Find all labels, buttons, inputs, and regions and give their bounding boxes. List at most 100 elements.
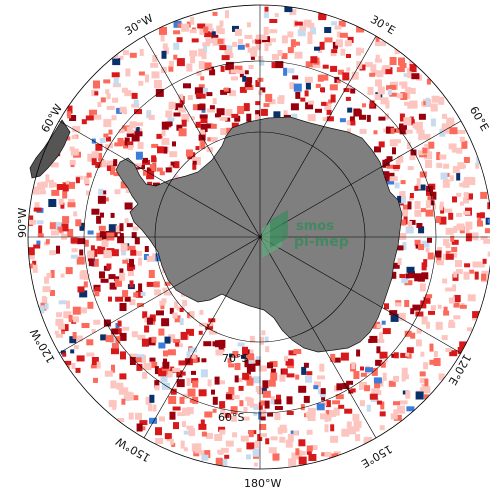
anomaly-cell bbox=[290, 39, 296, 48]
anomaly-cell bbox=[260, 87, 266, 93]
anomaly-cell bbox=[345, 96, 351, 101]
anomaly-cell bbox=[211, 137, 216, 142]
anomaly-cell bbox=[373, 130, 378, 135]
anomaly-cell bbox=[156, 310, 164, 316]
anomaly-cell bbox=[250, 48, 258, 57]
anomaly-cell bbox=[86, 339, 94, 346]
anomaly-cell bbox=[396, 405, 405, 414]
anomaly-cell bbox=[167, 371, 173, 378]
anomaly-cell bbox=[401, 277, 409, 284]
anomaly-cell bbox=[29, 215, 34, 221]
anomaly-cell bbox=[200, 369, 208, 378]
anomaly-cell bbox=[255, 38, 262, 44]
anomaly-cell bbox=[412, 123, 418, 129]
anomaly-cell bbox=[162, 43, 168, 50]
anomaly-cell bbox=[119, 233, 124, 238]
anomaly-cell bbox=[419, 377, 428, 383]
anomaly-cell bbox=[404, 280, 413, 286]
anomaly-cell bbox=[65, 180, 70, 187]
anomaly-cell bbox=[340, 352, 349, 361]
anomaly-cell bbox=[455, 260, 462, 267]
anomaly-cell bbox=[192, 160, 197, 165]
anomaly-cell bbox=[422, 386, 431, 394]
anomaly-cell bbox=[414, 239, 421, 246]
anomaly-cell bbox=[390, 127, 395, 134]
anomaly-cell bbox=[459, 304, 467, 309]
anomaly-cell bbox=[452, 284, 457, 292]
anomaly-cell bbox=[375, 79, 382, 87]
anomaly-cell bbox=[162, 361, 170, 369]
anomaly-cell bbox=[94, 289, 100, 297]
anomaly-cell bbox=[77, 238, 86, 245]
anomaly-cell bbox=[103, 250, 112, 259]
anomaly-cell bbox=[145, 74, 149, 83]
anomaly-cell bbox=[198, 423, 207, 430]
anomaly-cell bbox=[87, 250, 95, 259]
anomaly-cell bbox=[457, 162, 465, 170]
anomaly-cell bbox=[256, 356, 262, 363]
anomaly-cell bbox=[54, 330, 59, 335]
anomaly-cell bbox=[137, 142, 144, 150]
anomaly-cell bbox=[442, 278, 448, 284]
anomaly-cell bbox=[242, 346, 248, 355]
anomaly-cell bbox=[205, 323, 214, 330]
anomaly-cell bbox=[176, 343, 184, 348]
anomaly-cell bbox=[128, 145, 134, 151]
anomaly-cell bbox=[476, 156, 481, 165]
anomaly-cell bbox=[422, 133, 431, 140]
anomaly-cell bbox=[265, 346, 270, 353]
anomaly-cell bbox=[260, 336, 264, 345]
anomaly-cell bbox=[483, 238, 490, 244]
anomaly-cell bbox=[94, 91, 99, 96]
anomaly-cell bbox=[99, 138, 106, 143]
anomaly-cell bbox=[407, 201, 412, 210]
anomaly-cell bbox=[398, 312, 406, 321]
anomaly-cell bbox=[290, 103, 299, 111]
anomaly-cell bbox=[56, 312, 63, 318]
anomaly-cell bbox=[265, 438, 270, 445]
anomaly-cell bbox=[303, 19, 312, 27]
anomaly-cell bbox=[359, 64, 366, 71]
anomaly-cell bbox=[450, 235, 455, 242]
anomaly-cell bbox=[239, 73, 244, 78]
anomaly-cell bbox=[108, 296, 112, 302]
anomaly-cell bbox=[220, 89, 228, 95]
anomaly-cell bbox=[453, 299, 460, 308]
anomaly-cell bbox=[135, 151, 143, 160]
anomaly-cell bbox=[189, 347, 198, 353]
anomaly-cell bbox=[135, 414, 139, 419]
anomaly-cell bbox=[198, 48, 205, 57]
anomaly-cell bbox=[370, 397, 379, 402]
anomaly-cell bbox=[424, 151, 433, 160]
anomaly-cell bbox=[201, 431, 207, 437]
anomaly-cell bbox=[187, 312, 192, 319]
anomaly-cell bbox=[472, 316, 477, 321]
anomaly-cell bbox=[424, 378, 429, 387]
anomaly-cell bbox=[293, 83, 302, 92]
anomaly-cell bbox=[197, 104, 206, 111]
anomaly-cell bbox=[214, 434, 223, 441]
anomaly-cell bbox=[371, 367, 378, 376]
anomaly-cell bbox=[177, 23, 183, 28]
anomaly-cell bbox=[70, 349, 75, 354]
anomaly-cell bbox=[50, 162, 59, 168]
anomaly-cell bbox=[360, 48, 364, 54]
anomaly-cell bbox=[32, 260, 37, 266]
anomaly-cell bbox=[113, 77, 119, 86]
anomaly-cell bbox=[430, 191, 437, 200]
anomaly-cell bbox=[200, 141, 206, 150]
anomaly-cell bbox=[421, 240, 430, 248]
anomaly-cell bbox=[228, 387, 235, 395]
anomaly-cell bbox=[333, 357, 341, 363]
anomaly-cell bbox=[244, 34, 253, 39]
anomaly-cell bbox=[285, 439, 293, 448]
anomaly-cell bbox=[133, 99, 139, 107]
anomaly-cell bbox=[181, 292, 185, 297]
anomaly-cell bbox=[146, 110, 152, 119]
anomaly-cell bbox=[427, 237, 432, 243]
anomaly-cell bbox=[169, 151, 178, 158]
anomaly-cell bbox=[48, 179, 54, 188]
anomaly-cell bbox=[67, 111, 72, 119]
anomaly-cell bbox=[306, 429, 313, 435]
lat-label-60s: 60°S bbox=[218, 411, 244, 424]
